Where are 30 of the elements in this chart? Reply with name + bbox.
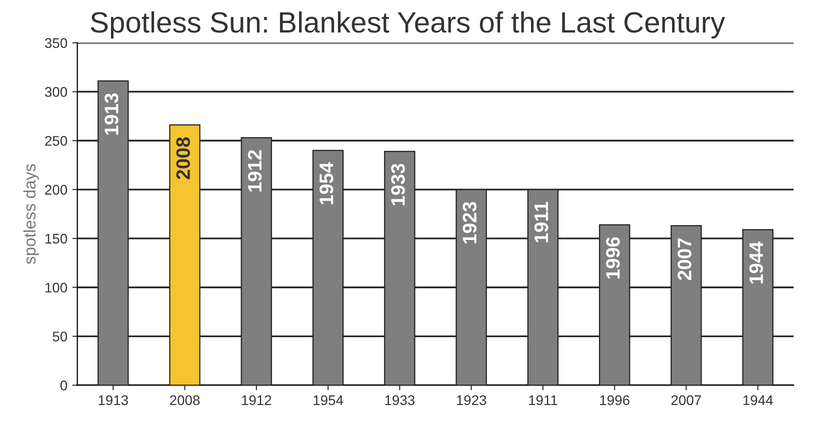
chart-title: Spotless Sun: Blankest Years of the Last Century [90, 11, 726, 39]
x-tick-label: 2007 [671, 395, 701, 406]
x-tick-label: 1913 [98, 395, 128, 406]
x-tick-label: 1923 [456, 395, 486, 406]
annotation: 2007 [678, 238, 692, 280]
y-axis-title: spotless days [23, 164, 39, 264]
annotation: 1954 [319, 162, 334, 204]
x-tick-label: 1912 [242, 395, 272, 406]
x-tick-label: 1996 [600, 395, 630, 406]
y-tick-label: 150 [45, 234, 68, 244]
annotation: 1996 [606, 237, 620, 279]
annotation: 2008 [176, 137, 190, 180]
x-tick-label: 2008 [170, 395, 200, 406]
y-tick-label: 300 [44, 87, 68, 97]
annotation: 1912 [248, 150, 262, 192]
y-tick-label: 0 [60, 380, 68, 390]
annotation: 1944 [749, 241, 764, 284]
y-tick-label: 350 [44, 38, 68, 48]
x-tick-label: 1954 [314, 395, 344, 406]
x-tick-label: 1944 [743, 395, 773, 406]
x-tick-label: 1933 [385, 395, 415, 406]
y-tick-label: 250 [45, 136, 68, 146]
annotation: 1933 [391, 164, 405, 206]
annotation: 1923 [462, 202, 477, 244]
y-tick-label: 50 [52, 332, 68, 342]
y-tick-label: 100 [45, 282, 68, 293]
annotation: 1911 [534, 202, 548, 242]
y-tick-label: 200 [45, 184, 68, 195]
annotation: 1913 [104, 93, 118, 135]
x-tick-label: 1911 [529, 395, 558, 406]
